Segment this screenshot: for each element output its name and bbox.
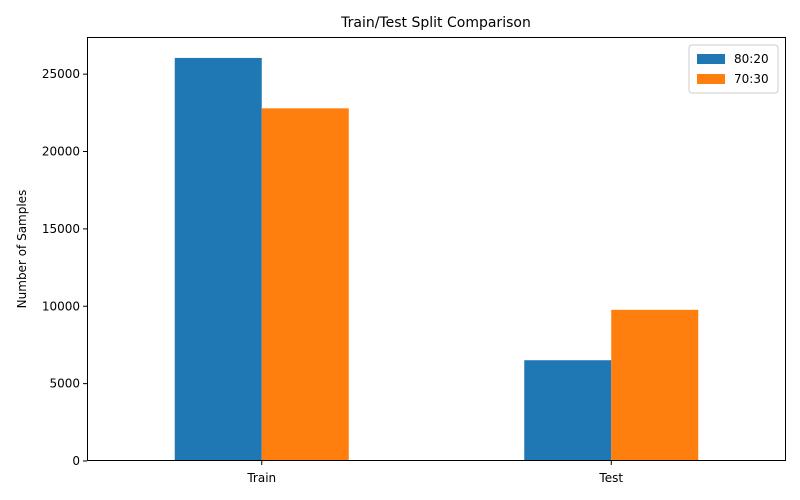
legend-swatch [697, 74, 725, 84]
legend-label: 80:20 [734, 52, 769, 66]
y-axis-label: Number of Samples [15, 190, 29, 309]
bar-test-80-20 [524, 360, 612, 461]
y-tick-label: 20000 [42, 145, 80, 159]
bars-group [174, 57, 699, 462]
y-tick-label: 25000 [42, 67, 80, 81]
legend-swatch [697, 54, 725, 64]
bar-train-70-30 [261, 108, 349, 461]
x-tick-label-test: Test [598, 471, 623, 485]
legend-label: 70:30 [734, 72, 769, 86]
y-tick-label: 10000 [42, 299, 80, 313]
y-tick-label: 5000 [49, 377, 80, 391]
x-axis: Train Test [246, 461, 623, 485]
x-tick-label-train: Train [246, 471, 276, 485]
bar-test-70-30 [611, 309, 699, 461]
y-tick-label: 15000 [42, 222, 80, 236]
plot-area-frame [87, 37, 786, 461]
y-tick-label: 0 [72, 454, 80, 468]
legend: 80:20 70:30 [688, 44, 779, 94]
chart-title: Train/Test Split Comparison [340, 15, 531, 31]
y-axis: 0 5000 10000 15000 20000 25000 [42, 67, 87, 468]
bar-train-80-20 [174, 57, 262, 462]
